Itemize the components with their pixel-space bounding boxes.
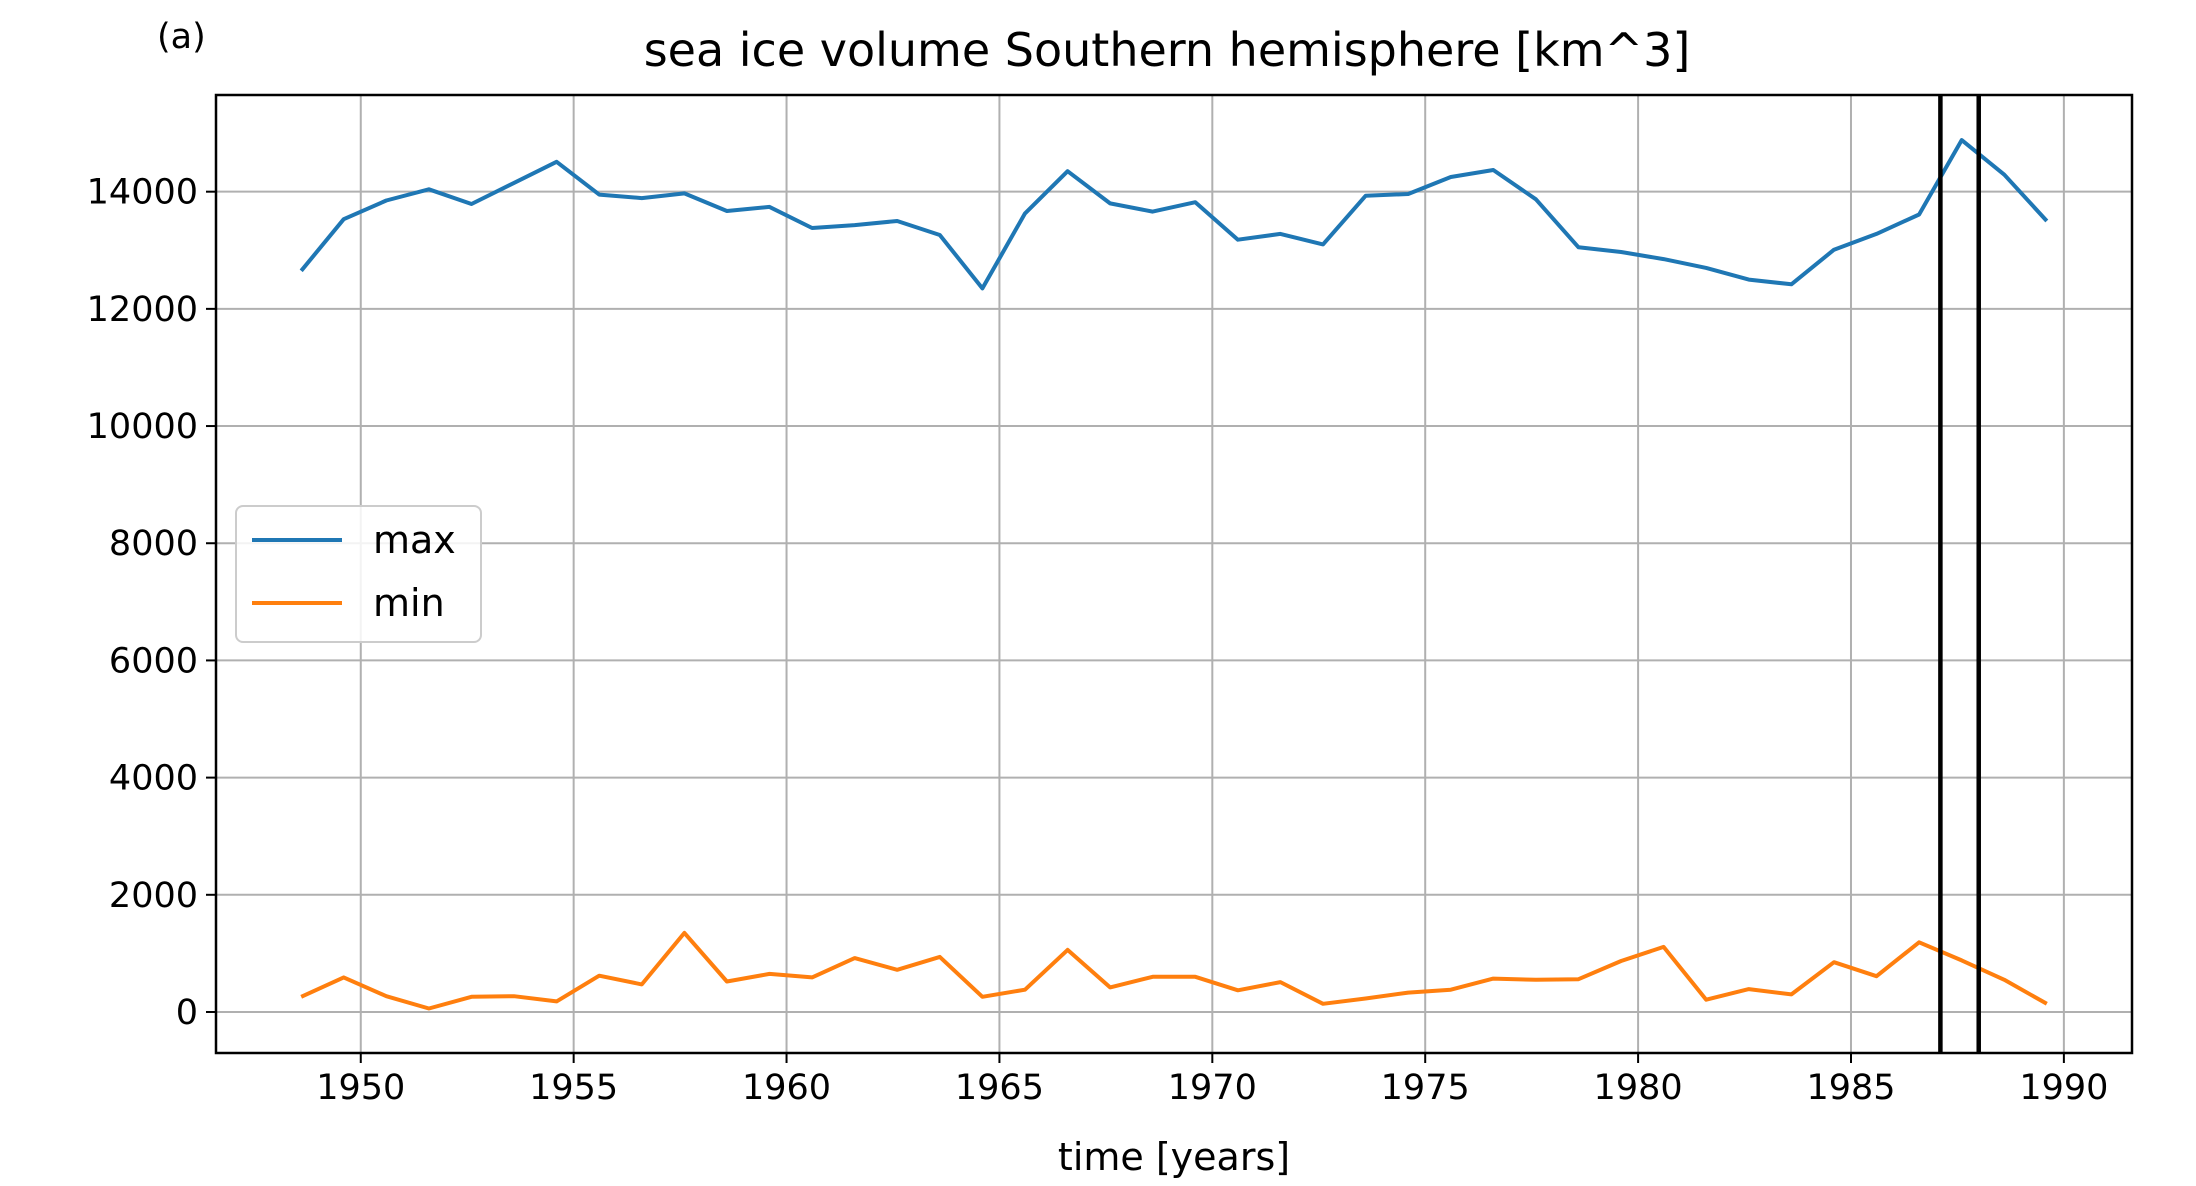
x-tick-label: 1965: [955, 1068, 1044, 1108]
vertical-marker-lines: [1938, 95, 1981, 1053]
x-tick-label: 1970: [1168, 1068, 1257, 1108]
x-tick-label: 1960: [742, 1068, 831, 1108]
y-tick-label: 14000: [87, 173, 198, 213]
chart-title: sea ice volume Southern hemisphere [km^3…: [644, 23, 1691, 77]
x-tick-label: 1950: [316, 1068, 405, 1108]
y-tick-label: 12000: [87, 290, 198, 330]
series-line-max: [299, 138, 2049, 291]
legend-label-min: min: [373, 581, 445, 625]
series-layer: [299, 138, 2049, 1011]
plot-frame: [214, 93, 2134, 1055]
y-tick-label: 2000: [109, 876, 198, 916]
y-tick-label: 10000: [87, 407, 198, 447]
y-tick-label: 6000: [109, 641, 198, 681]
legend-label-max: max: [373, 518, 456, 562]
x-tick-label: 1955: [529, 1068, 618, 1108]
panel-label: (a): [157, 17, 206, 57]
grid-layer: [216, 95, 2132, 1053]
tick-layer: 1950 1955 1960 1965 1970 1975 1980 1985 1990 0 200…: [87, 173, 2109, 1108]
x-tick-label: 1975: [1381, 1068, 1470, 1108]
series-line-min: [300, 930, 2048, 1011]
x-tick-label: 1985: [1806, 1068, 1895, 1108]
x-tick-label: 1990: [2019, 1068, 2108, 1108]
y-tick-label: 0: [176, 993, 198, 1033]
x-axis-title: time [years]: [1058, 1135, 1290, 1179]
x-tick-label: 1980: [1594, 1068, 1683, 1108]
y-tick-label: 8000: [109, 524, 198, 564]
legend: max min: [235, 505, 482, 643]
y-tick-label: 4000: [109, 759, 198, 799]
